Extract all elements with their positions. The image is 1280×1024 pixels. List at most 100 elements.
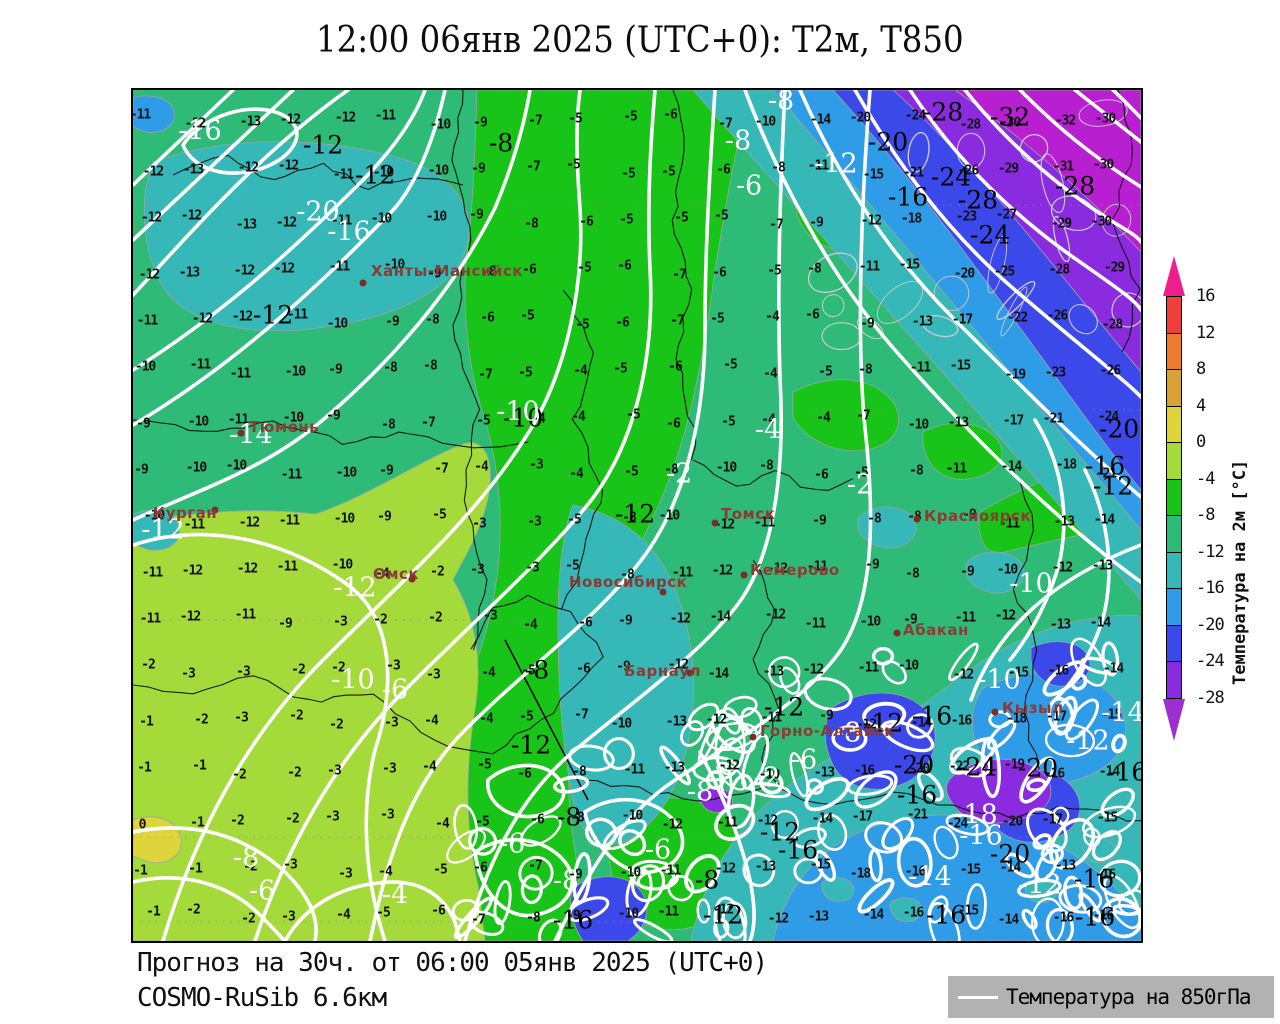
temp-value-label: -13 [762,664,785,680]
temp-value-label: -12 [277,158,300,174]
temp-value-label: -9 [865,557,880,573]
temp-value-label: -12 [802,662,825,678]
terrain-contour [740,706,764,736]
temp-value-label: -4 [531,411,546,427]
temp-value-label: -10 [326,316,349,332]
contour-label-white: -6 [644,834,672,866]
city-label: Горно-Алтайск [760,722,895,740]
terrain-contour [857,878,895,914]
temp-value-label: -5 [477,757,492,773]
contour-label-white: -14 [908,861,952,893]
temp-value-label: -11 [657,904,680,920]
temp-value-label: -11 [806,559,829,575]
terrain-contour [632,918,674,941]
temp-value-label: -12 [705,712,728,728]
contour-label-black: -12 [302,130,344,160]
temp-value-label: -7 [718,116,733,132]
temp-value-label: -2 [232,767,247,783]
terrain-contour [1032,833,1052,850]
contour-label-white: -18 [954,799,998,831]
admin-border [692,459,853,491]
temp-value-label: -23 [955,209,978,225]
legend-850: Температура на 850гПа [948,976,1274,1018]
temp-value-label: -2 [230,813,245,829]
temp-value-label: -3 [325,809,340,825]
temp-value-label: -8 [807,261,822,277]
contour-label-white: -2 [846,469,874,501]
temp-value-label: -17 [851,809,874,825]
colorbar-segment [1166,332,1182,370]
temp-value-label: -29 [1050,216,1073,232]
contour-label-white: -16 [327,216,371,248]
temp-value-label: -12 [712,902,735,918]
contour-label-black: -20 [867,127,909,157]
colorbar-tick-label: 16 [1196,286,1216,306]
temp-value-label: -6 [431,903,446,919]
contour-label-white: -4 [381,879,409,911]
temp-value-label: -5 [476,413,491,429]
temp-value-label: -21 [902,165,925,181]
temp-value-label: -2 [289,708,304,724]
temp-value-label: -4 [336,907,351,923]
t850-contour [283,880,462,941]
temp-value-label: -7 [856,408,871,424]
temp-value-label: -20 [849,110,872,126]
contour-label-white: -12 [1018,869,1062,901]
admin-border [752,559,781,787]
contour-label-black: -16 [911,701,953,731]
contour-label-black: -8 [524,655,550,685]
temp-value-label: -3 [181,666,196,682]
temp-value-label: -10 [658,508,681,524]
temp-value-label: -13 [947,415,970,431]
contour-label-white: -8 [834,717,862,749]
temp-value-label: -15 [959,862,982,878]
city-label: Томск [721,505,776,523]
temp-value-label: -16 [1043,766,1066,782]
terrain-contour [742,853,776,888]
contour-label-black: -16 [896,780,938,810]
t850-contour [133,90,532,522]
temp-value-label: -11 [139,611,162,627]
contour-label-white: -10 [1009,568,1053,600]
temp-value-label: -12 [669,611,692,627]
temp-value-label: -2 [430,564,445,580]
temperature-fill-region [133,95,175,133]
temp-value-label: -15 [949,358,972,374]
temperature-fill-region [821,877,855,902]
temp-value-label: -7 [421,415,436,431]
temp-value-label: -16 [904,864,927,880]
terrain-contour [659,745,692,786]
t850-contour [133,532,390,941]
terrain-contour [1000,286,1028,337]
temp-value-label: -10 [372,165,395,181]
terrain-contour [759,771,784,795]
colorbar-segment [1166,405,1182,443]
temp-value-label: -30 [1094,111,1117,127]
colorbar-tick-label: -16 [1196,578,1225,598]
temp-value-label: -3 [234,710,249,726]
temp-value-label: -11 [330,213,353,229]
temp-value-label: -14 [709,609,732,625]
temp-value-label: -11 [189,357,212,373]
terrain-contour [718,763,733,799]
contour-label-black: -24 [969,220,1011,250]
terrain-contour [453,803,478,850]
temp-value-label: -10 [619,865,642,881]
temp-value-label: -3 [384,715,399,731]
city-marker [211,506,219,514]
temp-value-label: -9 [377,509,392,525]
temp-value-label: -5 [433,862,448,878]
city-marker [893,629,901,637]
temp-value-label: -9 [812,513,827,529]
temp-value-label: -10 [335,465,358,481]
terrain-contour [451,898,480,922]
t850-contour [969,543,1141,702]
t850-contour [133,90,350,297]
terrain-contour [767,656,801,689]
temp-value-label: -6 [814,467,829,483]
temp-value-label: -11 [998,516,1021,532]
temp-value-label: -19 [1003,757,1026,773]
terrain-contour [831,725,868,752]
temp-value-label: -3 [236,664,251,680]
temp-value-label: -14 [999,860,1022,876]
